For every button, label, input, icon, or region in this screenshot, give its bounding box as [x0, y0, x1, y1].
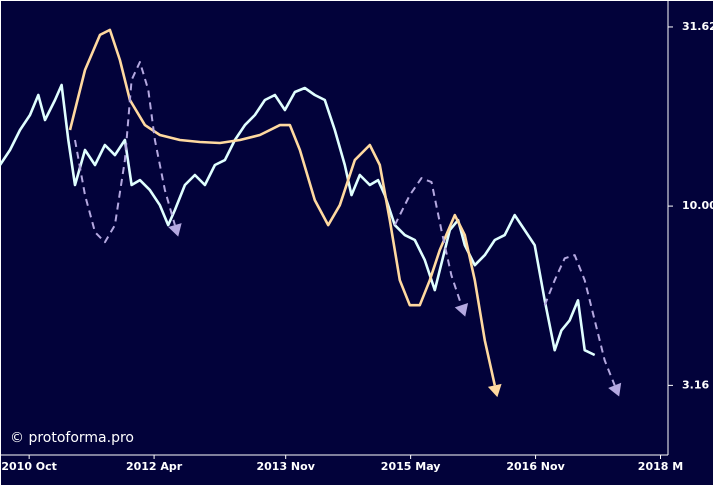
x-tick-label: 2016 Nov [506, 460, 565, 473]
series-line [393, 177, 463, 306]
y-tick-label: 10.00 [682, 199, 714, 212]
x-tick-label: 2018 M [638, 460, 683, 473]
series-line [68, 28, 497, 386]
x-tick-label: 2013 Nov [256, 460, 315, 473]
arrowhead [487, 383, 502, 398]
y-tick-label: 3.16 [682, 378, 709, 391]
series-line [543, 254, 616, 386]
x-tick-label: 2012 Apr [126, 460, 183, 473]
x-tick-label: 2010 Oct [1, 460, 57, 473]
y-tick-label: 31.62 [682, 20, 714, 33]
arrowhead [168, 223, 182, 237]
series-line [0, 83, 596, 357]
arrowhead [454, 302, 469, 317]
series-line [74, 61, 176, 244]
x-tick-label: 2015 May [381, 460, 441, 473]
arrowhead [608, 382, 622, 397]
watermark: © protoforma.pro [10, 430, 134, 446]
